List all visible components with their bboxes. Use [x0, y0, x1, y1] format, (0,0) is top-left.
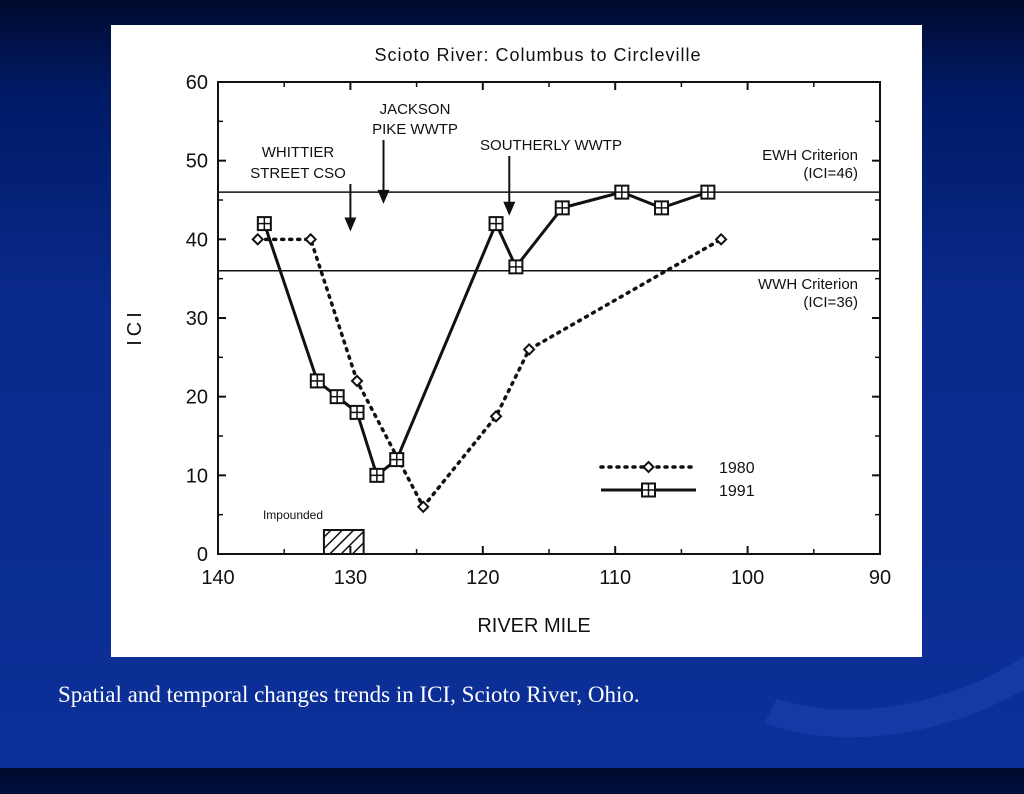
annotation-arrow-head	[344, 217, 357, 232]
y-tick-label: 30	[186, 308, 208, 330]
data-point-1980	[251, 232, 265, 246]
x-tick-label: 90	[869, 567, 891, 589]
reference-label: WWH Criterion	[758, 276, 858, 293]
annotation-arrow-head	[503, 201, 516, 216]
impounded-label: Impounded	[263, 508, 323, 522]
annotation-label: STREET CSO	[250, 165, 346, 182]
legend-label: 1991	[719, 483, 755, 500]
reference-label: EWH Criterion	[762, 147, 858, 164]
x-tick-label: 130	[334, 567, 367, 589]
x-tick-label: 100	[731, 567, 764, 589]
x-axis-label: RIVER MILE	[477, 615, 590, 637]
data-point-1980	[522, 343, 536, 356]
chart-panel: Scioto River: Columbus to Circleville RI…	[111, 25, 922, 657]
chart-title: Scioto River: Columbus to Circleville	[374, 45, 701, 65]
x-tick-label: 120	[466, 567, 499, 589]
y-tick-label: 10	[186, 465, 208, 487]
annotation-label: JACKSON	[380, 101, 451, 118]
y-tick-label: 40	[186, 229, 208, 251]
reference-label: (ICI=36)	[803, 294, 858, 311]
data-point-1980	[350, 374, 364, 388]
slide-caption: Spatial and temporal changes trends in I…	[58, 682, 640, 707]
y-tick-label: 50	[186, 151, 208, 173]
y-tick-label: 20	[186, 387, 208, 409]
y-tick-label: 60	[186, 72, 208, 94]
legend-label: 1980	[719, 460, 755, 477]
series-line-1991	[262, 190, 709, 477]
annotation-label: WHITTIER	[262, 144, 335, 161]
x-tick-label: 110	[599, 567, 631, 589]
annotation-label: SOUTHERLY WWTP	[480, 137, 622, 154]
data-point-1980	[642, 460, 655, 474]
reference-label: (ICI=46)	[803, 165, 858, 182]
data-point-1980	[714, 232, 728, 246]
data-point-1980	[416, 500, 430, 514]
annotation-arrow-head	[377, 189, 390, 204]
data-point-1980	[304, 232, 318, 246]
data-point-1980	[489, 409, 503, 423]
chart-svg: Scioto River: Columbus to Circleville RI…	[124, 45, 891, 637]
x-tick-label: 140	[201, 567, 234, 589]
plot-layer: 0 10 20 30 40 50 60 140 130 120 110 100 90 EWH Criter…	[186, 72, 891, 589]
y-axis-label: ICI	[124, 308, 146, 346]
impounded-region	[322, 529, 365, 555]
annotation-label: PIKE WWTP	[372, 121, 458, 138]
y-tick-label: 0	[197, 544, 208, 566]
